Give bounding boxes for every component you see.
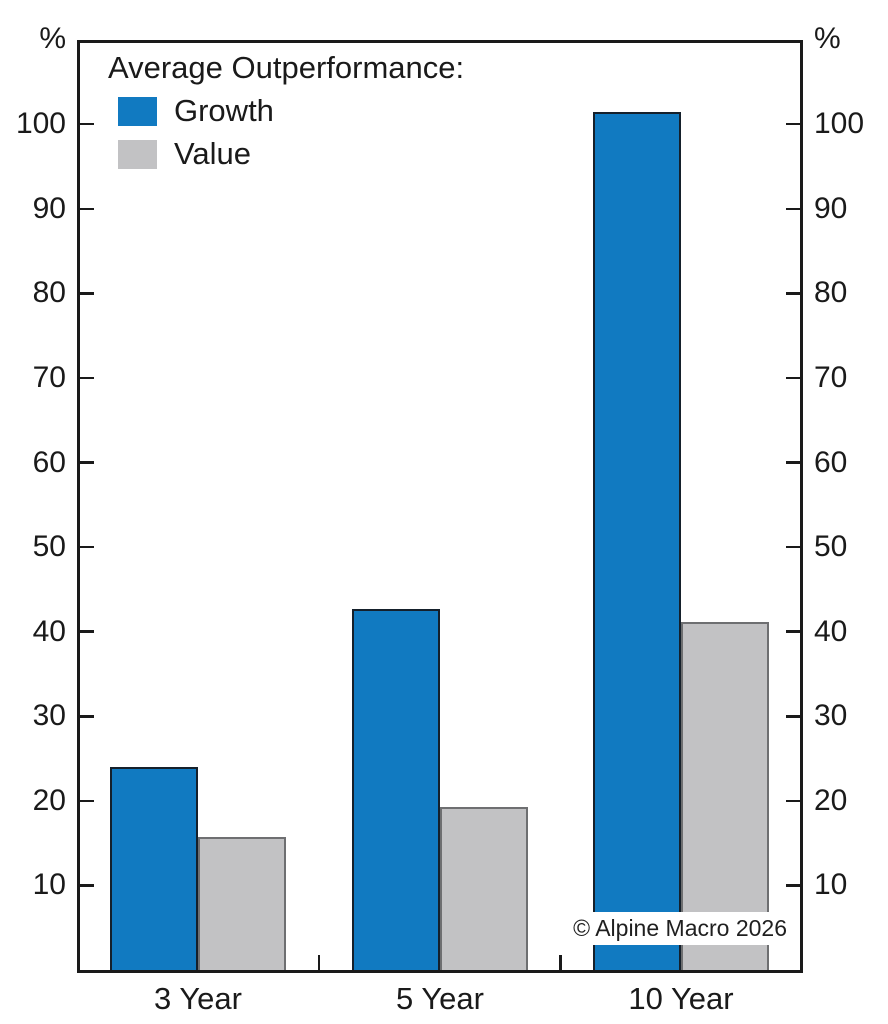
y-tick-label-right: 60 bbox=[814, 445, 848, 479]
y-tick-label-left: 30 bbox=[32, 699, 66, 733]
y-tick-label-right: 50 bbox=[814, 530, 848, 564]
bar-value-5-year bbox=[440, 806, 528, 970]
y-tick-label-left: 70 bbox=[32, 360, 66, 394]
y-tick-mark-left bbox=[80, 884, 94, 887]
y-tick-label-right: 100 bbox=[814, 107, 865, 141]
bar-value-3-year bbox=[198, 837, 286, 970]
y-tick-label-right: 30 bbox=[814, 699, 848, 733]
y-tick-mark-right bbox=[786, 292, 800, 295]
y-tick-mark-right bbox=[786, 884, 800, 887]
legend-item-growth: Growth bbox=[118, 94, 464, 128]
legend-rows: Growth Value bbox=[108, 94, 464, 171]
y-tick-label-right: 90 bbox=[814, 191, 848, 225]
y-tick-label-right: 10 bbox=[814, 868, 848, 902]
watermark: © Alpine Macro 2026 bbox=[566, 912, 794, 945]
y-tick-label-left: 10 bbox=[32, 868, 66, 902]
y-tick-label-left: 20 bbox=[32, 783, 66, 817]
y-tick-mark-right bbox=[786, 207, 800, 211]
y-tick-mark-right bbox=[786, 545, 800, 549]
y-axis-unit-left: % bbox=[39, 22, 66, 55]
x-axis-label-3-year: 3 Year bbox=[154, 981, 242, 1016]
bar-growth-10-year bbox=[593, 111, 681, 970]
x-axis-label-5-year: 5 Year bbox=[396, 981, 484, 1016]
y-tick-label-left: 90 bbox=[32, 191, 66, 225]
y-tick-mark-left bbox=[80, 715, 94, 718]
y-tick-mark-left bbox=[80, 630, 94, 633]
y-axis-unit-right: % bbox=[814, 22, 841, 55]
y-tick-label-left: 60 bbox=[32, 445, 66, 479]
y-tick-label-left: 80 bbox=[32, 276, 66, 310]
bar-growth-5-year bbox=[352, 608, 440, 970]
x-axis-group-tick bbox=[317, 955, 321, 970]
y-tick-mark-right bbox=[786, 715, 800, 718]
y-tick-mark-left bbox=[80, 207, 94, 211]
legend-item-value: Value bbox=[118, 137, 464, 171]
y-tick-label-right: 80 bbox=[814, 276, 848, 310]
legend-label-growth: Growth bbox=[174, 93, 274, 128]
legend-label-value: Value bbox=[174, 136, 251, 171]
y-tick-label-left: 50 bbox=[32, 530, 66, 564]
y-tick-label-left: 40 bbox=[32, 614, 66, 648]
legend-swatch-value bbox=[118, 139, 157, 169]
y-tick-mark-left bbox=[80, 122, 94, 126]
y-tick-label-right: 70 bbox=[814, 360, 848, 394]
y-tick-label-right: 20 bbox=[814, 783, 848, 817]
y-tick-mark-left bbox=[80, 292, 94, 295]
y-tick-mark-left bbox=[80, 461, 94, 464]
y-tick-mark-right bbox=[786, 122, 800, 126]
y-tick-mark-right bbox=[786, 799, 800, 803]
y-tick-mark-right bbox=[786, 630, 800, 633]
y-tick-mark-left bbox=[80, 799, 94, 803]
y-tick-label-right: 40 bbox=[814, 614, 848, 648]
x-axis-label-10-year: 10 Year bbox=[628, 981, 734, 1016]
x-axis-group-tick bbox=[559, 955, 562, 970]
y-tick-mark-left bbox=[80, 376, 94, 380]
y-tick-label-left: 100 bbox=[15, 107, 66, 141]
plot-area: Average Outperformance: Growth Value © Al… bbox=[77, 40, 803, 973]
legend: Average Outperformance: Growth Value bbox=[108, 51, 464, 171]
y-tick-mark-left bbox=[80, 545, 94, 549]
y-tick-mark-right bbox=[786, 461, 800, 464]
bar-growth-3-year bbox=[110, 767, 198, 970]
y-tick-mark-right bbox=[786, 376, 800, 380]
chart-title: Average Outperformance: bbox=[108, 50, 465, 85]
legend-swatch-growth bbox=[118, 96, 157, 126]
